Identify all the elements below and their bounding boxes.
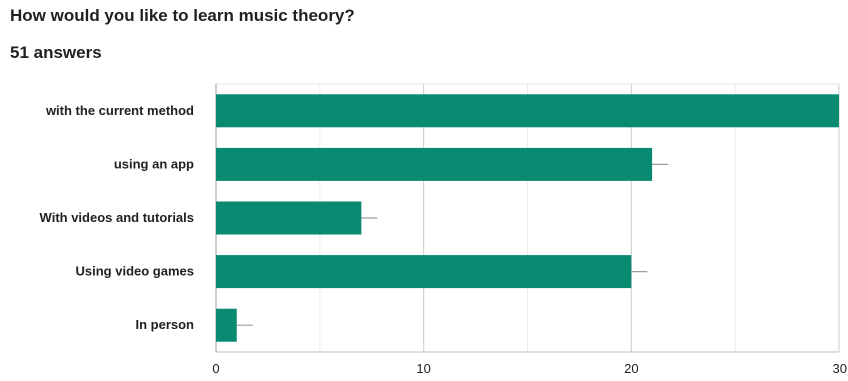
- category-label: using an app: [114, 156, 194, 171]
- bar: [216, 201, 362, 235]
- chart-bars: [216, 94, 839, 342]
- category-label: In person: [135, 317, 194, 332]
- question-title: How would you like to learn music theory…: [10, 6, 355, 25]
- x-tick-label: 30: [833, 361, 847, 376]
- x-tick-label: 10: [416, 361, 430, 376]
- category-label: With videos and tutorials: [40, 210, 194, 225]
- x-tick-label: 0: [212, 361, 219, 376]
- answer-count: 51 answers: [10, 43, 102, 62]
- bar: [216, 94, 839, 128]
- x-tick-label: 20: [624, 361, 638, 376]
- bar: [216, 308, 237, 342]
- category-label: with the current method: [45, 103, 194, 118]
- bar: [216, 255, 632, 289]
- bar: [216, 147, 653, 181]
- category-label: Using video games: [76, 264, 194, 279]
- x-axis-ticks: 0 10 20 30: [212, 361, 847, 376]
- y-axis-labels: with the current method using an app With …: [40, 103, 195, 332]
